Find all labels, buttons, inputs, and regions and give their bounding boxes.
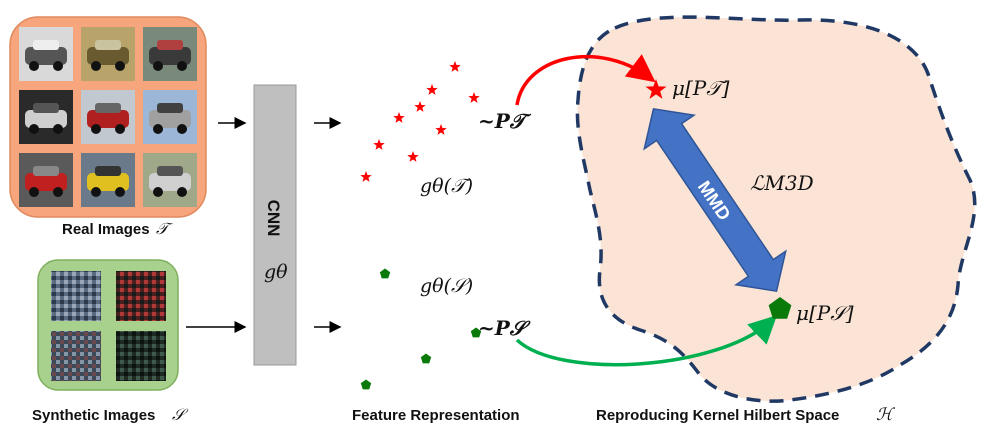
synthetic-image-grid bbox=[51, 271, 166, 381]
target-feature-star-icon bbox=[407, 151, 419, 162]
real-image-tile bbox=[143, 90, 197, 144]
rkhs-label: Reproducing Kernel Hilbert Space bbox=[596, 407, 839, 424]
synthetic-image-tile bbox=[116, 331, 166, 381]
cnn-param: gθ bbox=[264, 261, 288, 283]
target-feature-points bbox=[360, 61, 480, 182]
target-feature-star-icon bbox=[373, 139, 385, 150]
synthetic-image-tile bbox=[51, 271, 101, 321]
real-image-tile bbox=[19, 90, 73, 144]
real-image-tile bbox=[81, 27, 135, 81]
p-source-label: ~P𝒮 bbox=[478, 316, 531, 340]
target-feature-star-icon bbox=[426, 84, 438, 95]
cnn-block bbox=[253, 84, 297, 366]
g-target-label: gθ(𝒯) bbox=[420, 175, 473, 197]
feature-representation-label: Feature Representation bbox=[352, 407, 520, 424]
target-feature-star-icon bbox=[360, 171, 372, 182]
real-images-symbol: 𝒯 bbox=[156, 219, 173, 238]
p-target-label: ~P𝒯 bbox=[478, 109, 532, 133]
target-embedding-arrow bbox=[515, 54, 656, 106]
target-feature-star-icon bbox=[449, 61, 461, 72]
synthetic-images-symbol: 𝒮 bbox=[172, 405, 189, 424]
target-feature-star-icon bbox=[435, 124, 447, 135]
real-image-tile bbox=[143, 153, 197, 207]
mu-source-pentagon-icon bbox=[768, 297, 792, 319]
real-image-tile bbox=[143, 27, 197, 81]
synthetic-image-tile bbox=[51, 331, 101, 381]
synthetic-image-tile bbox=[116, 271, 166, 321]
real-images-label: Real Images bbox=[62, 221, 150, 238]
mu-target-star-icon bbox=[645, 79, 667, 99]
real-image-tile bbox=[81, 90, 135, 144]
target-feature-star-icon bbox=[393, 112, 405, 123]
rkhs-symbol: ℋ bbox=[876, 405, 896, 425]
source-feature-points bbox=[360, 268, 482, 390]
rkhs-region bbox=[575, 15, 977, 403]
mu-source-label: μ[P𝒮] bbox=[796, 301, 854, 325]
source-embedding-arrow bbox=[515, 315, 778, 367]
source-feature-pentagon-icon bbox=[420, 353, 432, 364]
source-feature-pentagon-icon bbox=[379, 268, 391, 279]
real-image-tile bbox=[19, 153, 73, 207]
loss-label: ℒM3D bbox=[750, 171, 814, 195]
target-feature-star-icon bbox=[468, 92, 480, 103]
g-source-label: gθ(𝒮) bbox=[420, 275, 473, 297]
source-feature-pentagon-icon bbox=[470, 327, 482, 338]
synthetic-images-label: Synthetic Images bbox=[32, 407, 155, 424]
real-image-grid bbox=[19, 27, 197, 207]
mu-target-label: μ[P𝒯] bbox=[672, 76, 730, 100]
real-image-tile bbox=[19, 27, 73, 81]
target-feature-star-icon bbox=[414, 101, 426, 112]
real-image-tile bbox=[81, 153, 135, 207]
cnn-label: CNN bbox=[264, 200, 283, 237]
source-feature-pentagon-icon bbox=[360, 379, 372, 390]
